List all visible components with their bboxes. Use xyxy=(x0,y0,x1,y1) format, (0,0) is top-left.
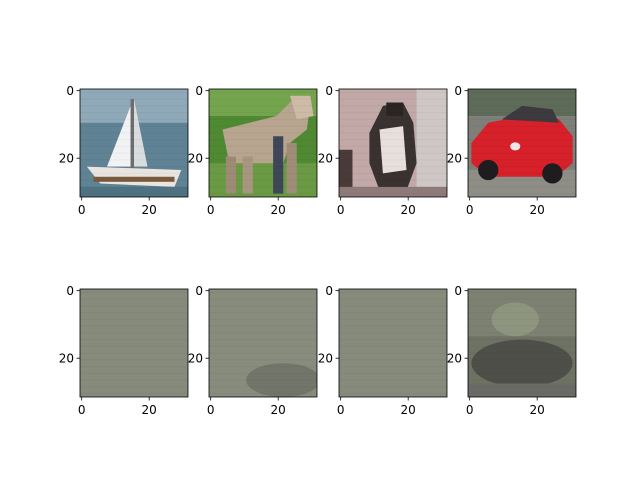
panel-image xyxy=(468,89,576,197)
y-tick-label: 0 xyxy=(325,284,333,298)
image-region xyxy=(225,156,236,194)
panel-2: 0 20 0 20 xyxy=(318,84,448,217)
y-tick-label: 20 xyxy=(318,151,333,165)
panel-6: 0 20 0 20 xyxy=(318,284,448,417)
panel-0: 0 20 0 20 xyxy=(59,84,189,217)
y-tick-label: 0 xyxy=(195,84,203,98)
x-tick-label: 20 xyxy=(401,403,416,417)
image-region xyxy=(130,99,134,170)
panel-4: 0 20 0 20 xyxy=(59,284,189,417)
x-tick-label: 20 xyxy=(271,403,286,417)
y-tick-label: 0 xyxy=(66,284,74,298)
y-tick-label: 0 xyxy=(325,84,333,98)
x-tick-label: 0 xyxy=(207,403,215,417)
axes-frame xyxy=(467,88,577,198)
panel-image-fill xyxy=(80,289,188,397)
image-region xyxy=(80,186,188,197)
panel-5: 0 20 0 20 xyxy=(188,284,318,417)
axes-frame xyxy=(338,88,448,198)
image-region xyxy=(471,339,573,387)
x-tick-label: 0 xyxy=(78,403,86,417)
y-tick-label: 20 xyxy=(447,151,462,165)
image-region xyxy=(478,159,499,181)
image-region xyxy=(290,95,314,120)
panel-image xyxy=(80,89,188,197)
y-tick-label: 0 xyxy=(195,284,203,298)
y-tick-label: 20 xyxy=(318,351,333,365)
panel-image xyxy=(339,89,447,197)
x-tick-label: 20 xyxy=(142,403,157,417)
x-tick-label: 20 xyxy=(271,203,286,217)
panel-image xyxy=(209,289,317,397)
panel-7: 0 20 0 20 xyxy=(447,284,577,417)
y-tick-label: 0 xyxy=(66,84,74,98)
x-tick-label: 20 xyxy=(530,203,545,217)
image-region xyxy=(134,99,148,167)
image-region xyxy=(379,126,407,174)
image-region xyxy=(416,89,447,197)
axes-frame xyxy=(208,288,318,398)
y-tick-label: 20 xyxy=(188,151,203,165)
axes-frame xyxy=(79,288,189,398)
panel-1: 0 20 0 20 xyxy=(188,84,318,217)
panel-image xyxy=(209,89,317,197)
y-tick-label: 20 xyxy=(447,351,462,365)
image-region xyxy=(246,363,317,397)
image-region xyxy=(107,105,131,167)
x-tick-label: 20 xyxy=(142,203,157,217)
panel-image xyxy=(80,289,188,397)
image-region xyxy=(542,163,563,184)
y-tick-label: 0 xyxy=(454,84,462,98)
image-region xyxy=(273,136,284,194)
x-tick-label: 0 xyxy=(466,403,474,417)
image-region xyxy=(339,149,353,197)
image-region xyxy=(339,186,447,197)
panel-image xyxy=(468,289,576,397)
axes-frame xyxy=(338,288,448,398)
image-region xyxy=(286,143,297,194)
x-tick-label: 0 xyxy=(337,203,345,217)
image-region xyxy=(386,102,404,116)
image-region xyxy=(242,156,253,194)
y-tick-label: 20 xyxy=(59,351,74,365)
panel-image xyxy=(339,289,447,397)
image-region xyxy=(468,383,576,397)
x-tick-label: 20 xyxy=(401,203,416,217)
y-tick-label: 20 xyxy=(59,151,74,165)
axes-frame xyxy=(467,288,577,398)
axes-frame xyxy=(79,88,189,198)
y-tick-label: 20 xyxy=(188,351,203,365)
x-tick-label: 20 xyxy=(530,403,545,417)
x-tick-label: 0 xyxy=(337,403,345,417)
image-region xyxy=(93,176,175,182)
axes-frame xyxy=(208,88,318,198)
image-region xyxy=(491,302,539,337)
image-region xyxy=(471,116,573,177)
image-region xyxy=(510,142,521,151)
panel-image-fill xyxy=(339,289,447,397)
x-tick-label: 0 xyxy=(466,203,474,217)
x-tick-label: 0 xyxy=(78,203,86,217)
image-region xyxy=(501,105,560,123)
y-tick-label: 0 xyxy=(454,284,462,298)
x-tick-label: 0 xyxy=(207,203,215,217)
panel-3: 0 20 0 20 xyxy=(447,84,577,217)
